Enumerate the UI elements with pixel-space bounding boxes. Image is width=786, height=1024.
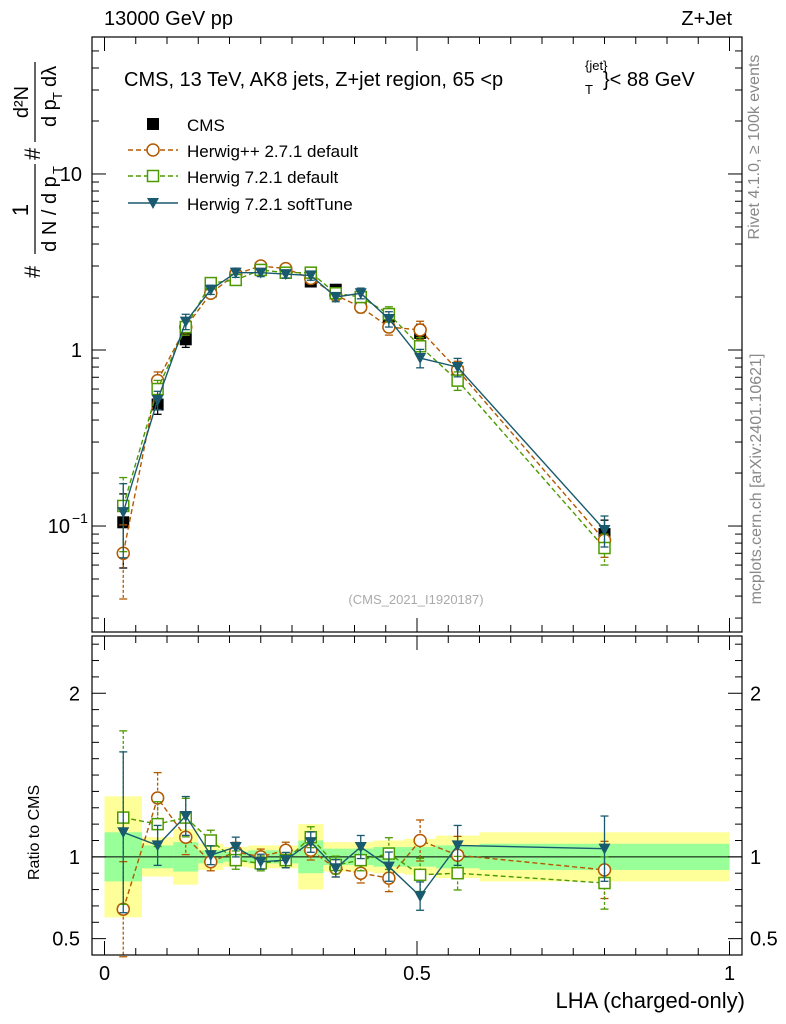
ratio-herwig_softtune-point: [279, 855, 292, 867]
rivet-version-label: Rivet 4.1.0, ≥ 100k events: [746, 54, 763, 240]
ratio-herwig_softtune-point: [354, 842, 367, 854]
ratio-herwig_default-point: [413, 868, 427, 882]
main-herwig_softtune-point: [354, 288, 367, 300]
title-tail: }< 88 GeV: [603, 69, 695, 91]
ratio-ytick-label-right: 2: [750, 683, 761, 705]
main-herwig_softtune-point: [382, 314, 395, 326]
ratio-herwig_softtune-point: [451, 840, 464, 852]
ylabel-dlambda: dλ: [39, 66, 61, 87]
legend-marker-cms: [147, 118, 159, 130]
chart-title: CMS, 13 TeV, AK8 jets, Z+jet region, 65 …: [124, 69, 503, 91]
main-herwig_softtune-point: [204, 284, 217, 296]
ylabel-hash2: #: [20, 147, 45, 160]
x-axis-label: LHA (charged-only): [555, 988, 745, 1013]
main-ytick-label: 10: [48, 516, 70, 538]
ratio-herwig_softtune-point: [414, 891, 427, 903]
ratio-herwig_softtune-point: [229, 842, 242, 854]
main-herwig_softtune-point: [304, 270, 317, 282]
ratio-herwigpp-point: [413, 833, 427, 848]
main-cms-point: [179, 333, 192, 346]
ylabel-numerator: d²N: [11, 86, 33, 118]
ratio-xtick-label: 0.5: [403, 963, 431, 985]
main-herwig_softtune-point: [179, 316, 192, 328]
mcplots-label: mcplots.cern.ch [arXiv:2401.10621]: [748, 353, 765, 605]
legend-label-herwig_default: Herwig 7.2.1 default: [187, 168, 338, 187]
ylabel-sub-t: T: [50, 166, 65, 174]
ylabel-sub-t2: T: [50, 92, 65, 100]
main-herwig_softtune-point: [598, 524, 611, 536]
ratio-herwig_softtune-point: [329, 863, 342, 875]
ratio-herwig_softtune-point: [598, 843, 611, 855]
ratio-ytick-label: 2: [69, 683, 80, 705]
main-herwig_softtune-line: [122, 272, 606, 531]
main-herwig_softtune-point: [151, 394, 164, 406]
ratio-herwig_softtune-point: [179, 810, 192, 822]
main-herwigpp-point: [413, 323, 427, 337]
ratio-herwig_softtune-point: [117, 827, 130, 839]
main-herwig_softtune-point: [254, 267, 267, 279]
ratio-ytick-label: 1: [69, 847, 80, 869]
main-ytick-label: 1: [71, 340, 82, 362]
main-herwig_softtune-point: [229, 267, 242, 279]
main-herwig_softtune-point: [414, 353, 427, 365]
header-right: Z+Jet: [681, 8, 732, 30]
legend-marker-herwig_softtune: [147, 198, 159, 209]
ratio-ytick-label-right: 1: [750, 847, 761, 869]
ratio-xtick-label: 1: [724, 963, 735, 985]
ratio-frame: [91, 635, 743, 956]
ratio-herwig_softtune-point: [304, 837, 317, 849]
header-left: 13000 GeV pp: [104, 8, 233, 30]
ylabel-denominator: d N / d p: [39, 176, 61, 252]
legend-label-herwigpp: Herwig++ 2.7.1 default: [187, 142, 358, 161]
ratio-herwig_softtune-point: [382, 861, 395, 873]
title-superscript: {jet}: [585, 58, 608, 73]
ratio-herwig_softtune-point: [204, 850, 217, 862]
analysis-watermark: (CMS_2021_I1920187): [348, 592, 483, 607]
main-ytick-exponent: −1: [72, 510, 88, 526]
legend-marker-herwigpp: [146, 143, 160, 157]
ratio-herwig_default-point: [204, 834, 217, 847]
legend-label-cms: CMS: [187, 116, 225, 135]
ratio-xtick-label: 0: [99, 963, 110, 985]
main-ytick-label: 10: [60, 164, 82, 186]
ratio-herwig_softtune-point: [151, 840, 164, 852]
ratio-y-axis-label: Ratio to CMS: [26, 785, 43, 880]
ratio-ytick-label-right: 0.5: [750, 929, 778, 951]
title-subscript: T: [585, 82, 593, 97]
ylabel-hash: #: [20, 265, 45, 278]
main-herwig_softtune-point: [117, 507, 130, 519]
ratio-herwig_default-point: [451, 866, 464, 880]
ratio-ytick-label: 0.5: [52, 929, 80, 951]
main-herwig_softtune-point: [279, 269, 292, 281]
legend-label-herwig_softtune: Herwig 7.2.1 softTune: [187, 195, 353, 214]
main-herwig_softtune-point: [329, 292, 342, 304]
main-herwig_default-line: [122, 269, 606, 549]
ylabel-denominator2: d p: [39, 99, 61, 127]
legend-marker-herwig_default: [146, 169, 160, 183]
ratio-herwigpp-point: [354, 866, 368, 880]
ratio-herwig_softtune-point: [254, 856, 267, 868]
ylabel-one: 1: [8, 204, 33, 216]
main-herwig_softtune-point: [451, 362, 464, 374]
